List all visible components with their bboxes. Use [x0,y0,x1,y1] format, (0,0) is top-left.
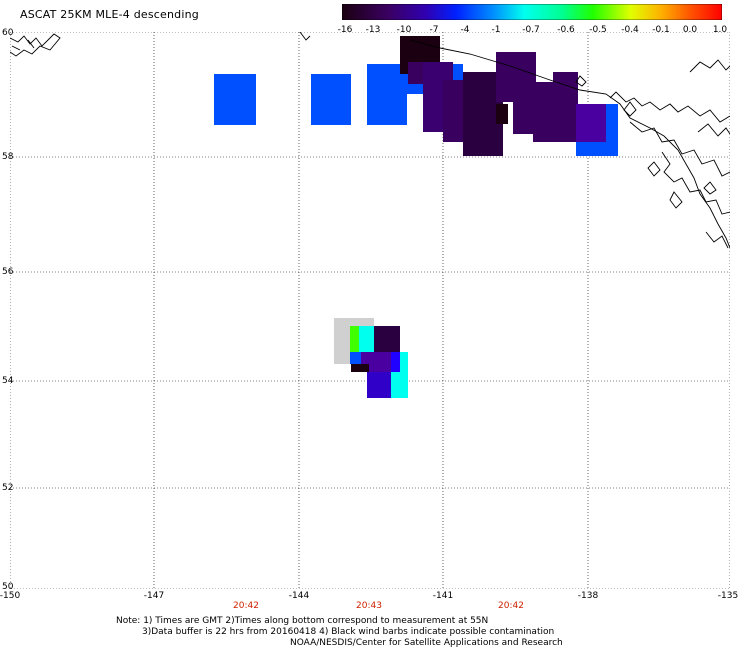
longitude-label: -147 [143,591,165,601]
data-cell [496,104,508,124]
latitude-label: 52 [2,483,14,493]
longitude-label: -150 [0,591,21,601]
latitude-label: 50 [2,582,14,592]
latitude-label: 58 [2,152,14,162]
data-cells [214,36,618,398]
footnote-line: Note: 1) Times are GMT 2)Times along bot… [116,616,489,626]
colorbar-label: -7 [429,25,439,35]
data-cell [359,326,374,352]
time-label: 20:42 [498,601,524,611]
data-cell [367,64,407,125]
colorbar-label: -0.5 [589,25,607,35]
data-cell [311,74,351,125]
longitude-label: -135 [717,591,739,601]
colorbar-label: -10 [396,25,412,35]
time-label: 20:42 [233,601,259,611]
credit-line: NOAA/NESDIS/Center for Satellite Applica… [290,638,563,648]
longitude-label: -141 [432,591,454,601]
data-cell [367,372,391,398]
longitude-label: -138 [577,591,599,601]
colorbar-label: -0.1 [652,25,670,35]
map-plot [10,32,730,589]
data-cell [576,104,606,142]
latitude-label: 54 [2,376,14,386]
map-title: ASCAT 25KM MLE-4 descending [20,8,199,21]
data-cell [350,326,359,352]
colorbar-label: 1.0 [712,25,728,35]
colorbar-label: -4 [460,25,470,35]
colorbar-label: 0.0 [682,25,698,35]
colorbar-label: -1 [491,25,501,35]
latitude-label: 56 [2,267,14,277]
color-scale-bar [342,4,722,20]
latitude-label: 60 [2,28,14,38]
colorbar-label: -16 [337,25,353,35]
colorbar-label: -0.7 [522,25,540,35]
data-cell [351,364,369,372]
data-cell [214,74,256,125]
time-label: 20:43 [356,601,382,611]
coastline [10,32,730,249]
data-cell [391,352,400,372]
colorbar-label: -13 [365,25,381,35]
colorbar-label: -0.4 [621,25,639,35]
data-cell [350,352,361,364]
colorbar-label: -0.6 [557,25,575,35]
data-cell [374,326,400,352]
longitude-label: -144 [288,591,310,601]
footnote-line: 3)Data buffer is 22 hrs from 20160418 4)… [142,627,555,637]
data-cell [553,72,578,102]
